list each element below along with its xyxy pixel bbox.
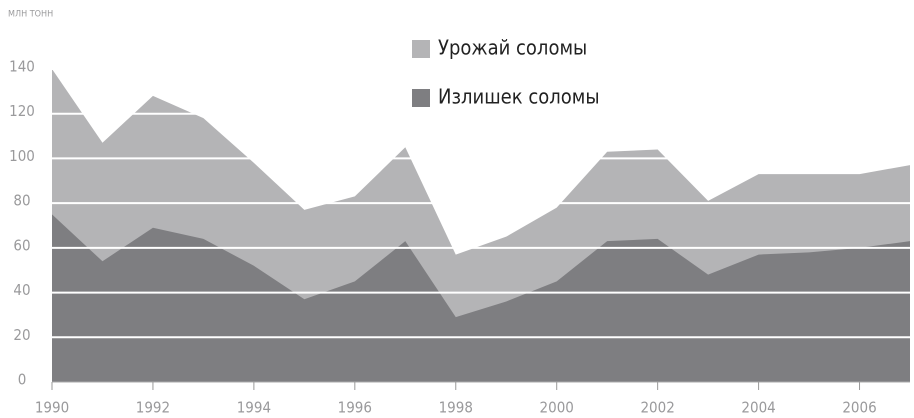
x-tick-label: 2006 [842,399,876,417]
y-unit-label: млн тонн [8,10,53,20]
y-tick-label: 40 [13,281,30,299]
legend-label: Излишек соломы [438,85,600,109]
x-tick-label: 1998 [439,399,473,417]
x-tick-label: 1996 [338,399,372,417]
y-tick-label: 20 [13,326,30,344]
x-tick-label: 2000 [540,399,574,417]
legend-swatch [412,89,430,107]
y-tick-label: 80 [13,192,30,210]
legend-swatch [412,40,430,58]
y-tick-label: 60 [13,236,30,254]
y-tick-label: 140 [9,58,35,76]
x-tick-label: 1990 [35,399,69,417]
y-tick-label: 0 [18,371,27,389]
y-tick-label: 120 [9,102,35,120]
x-tick-label: 1994 [237,399,271,417]
legend-label: Урожай соломы [438,36,587,60]
x-tick-label: 1992 [136,399,170,417]
x-tick-label: 2002 [640,399,674,417]
area [52,214,910,382]
y-tick-label: 100 [9,147,35,165]
x-tick-label: 2004 [741,399,775,417]
